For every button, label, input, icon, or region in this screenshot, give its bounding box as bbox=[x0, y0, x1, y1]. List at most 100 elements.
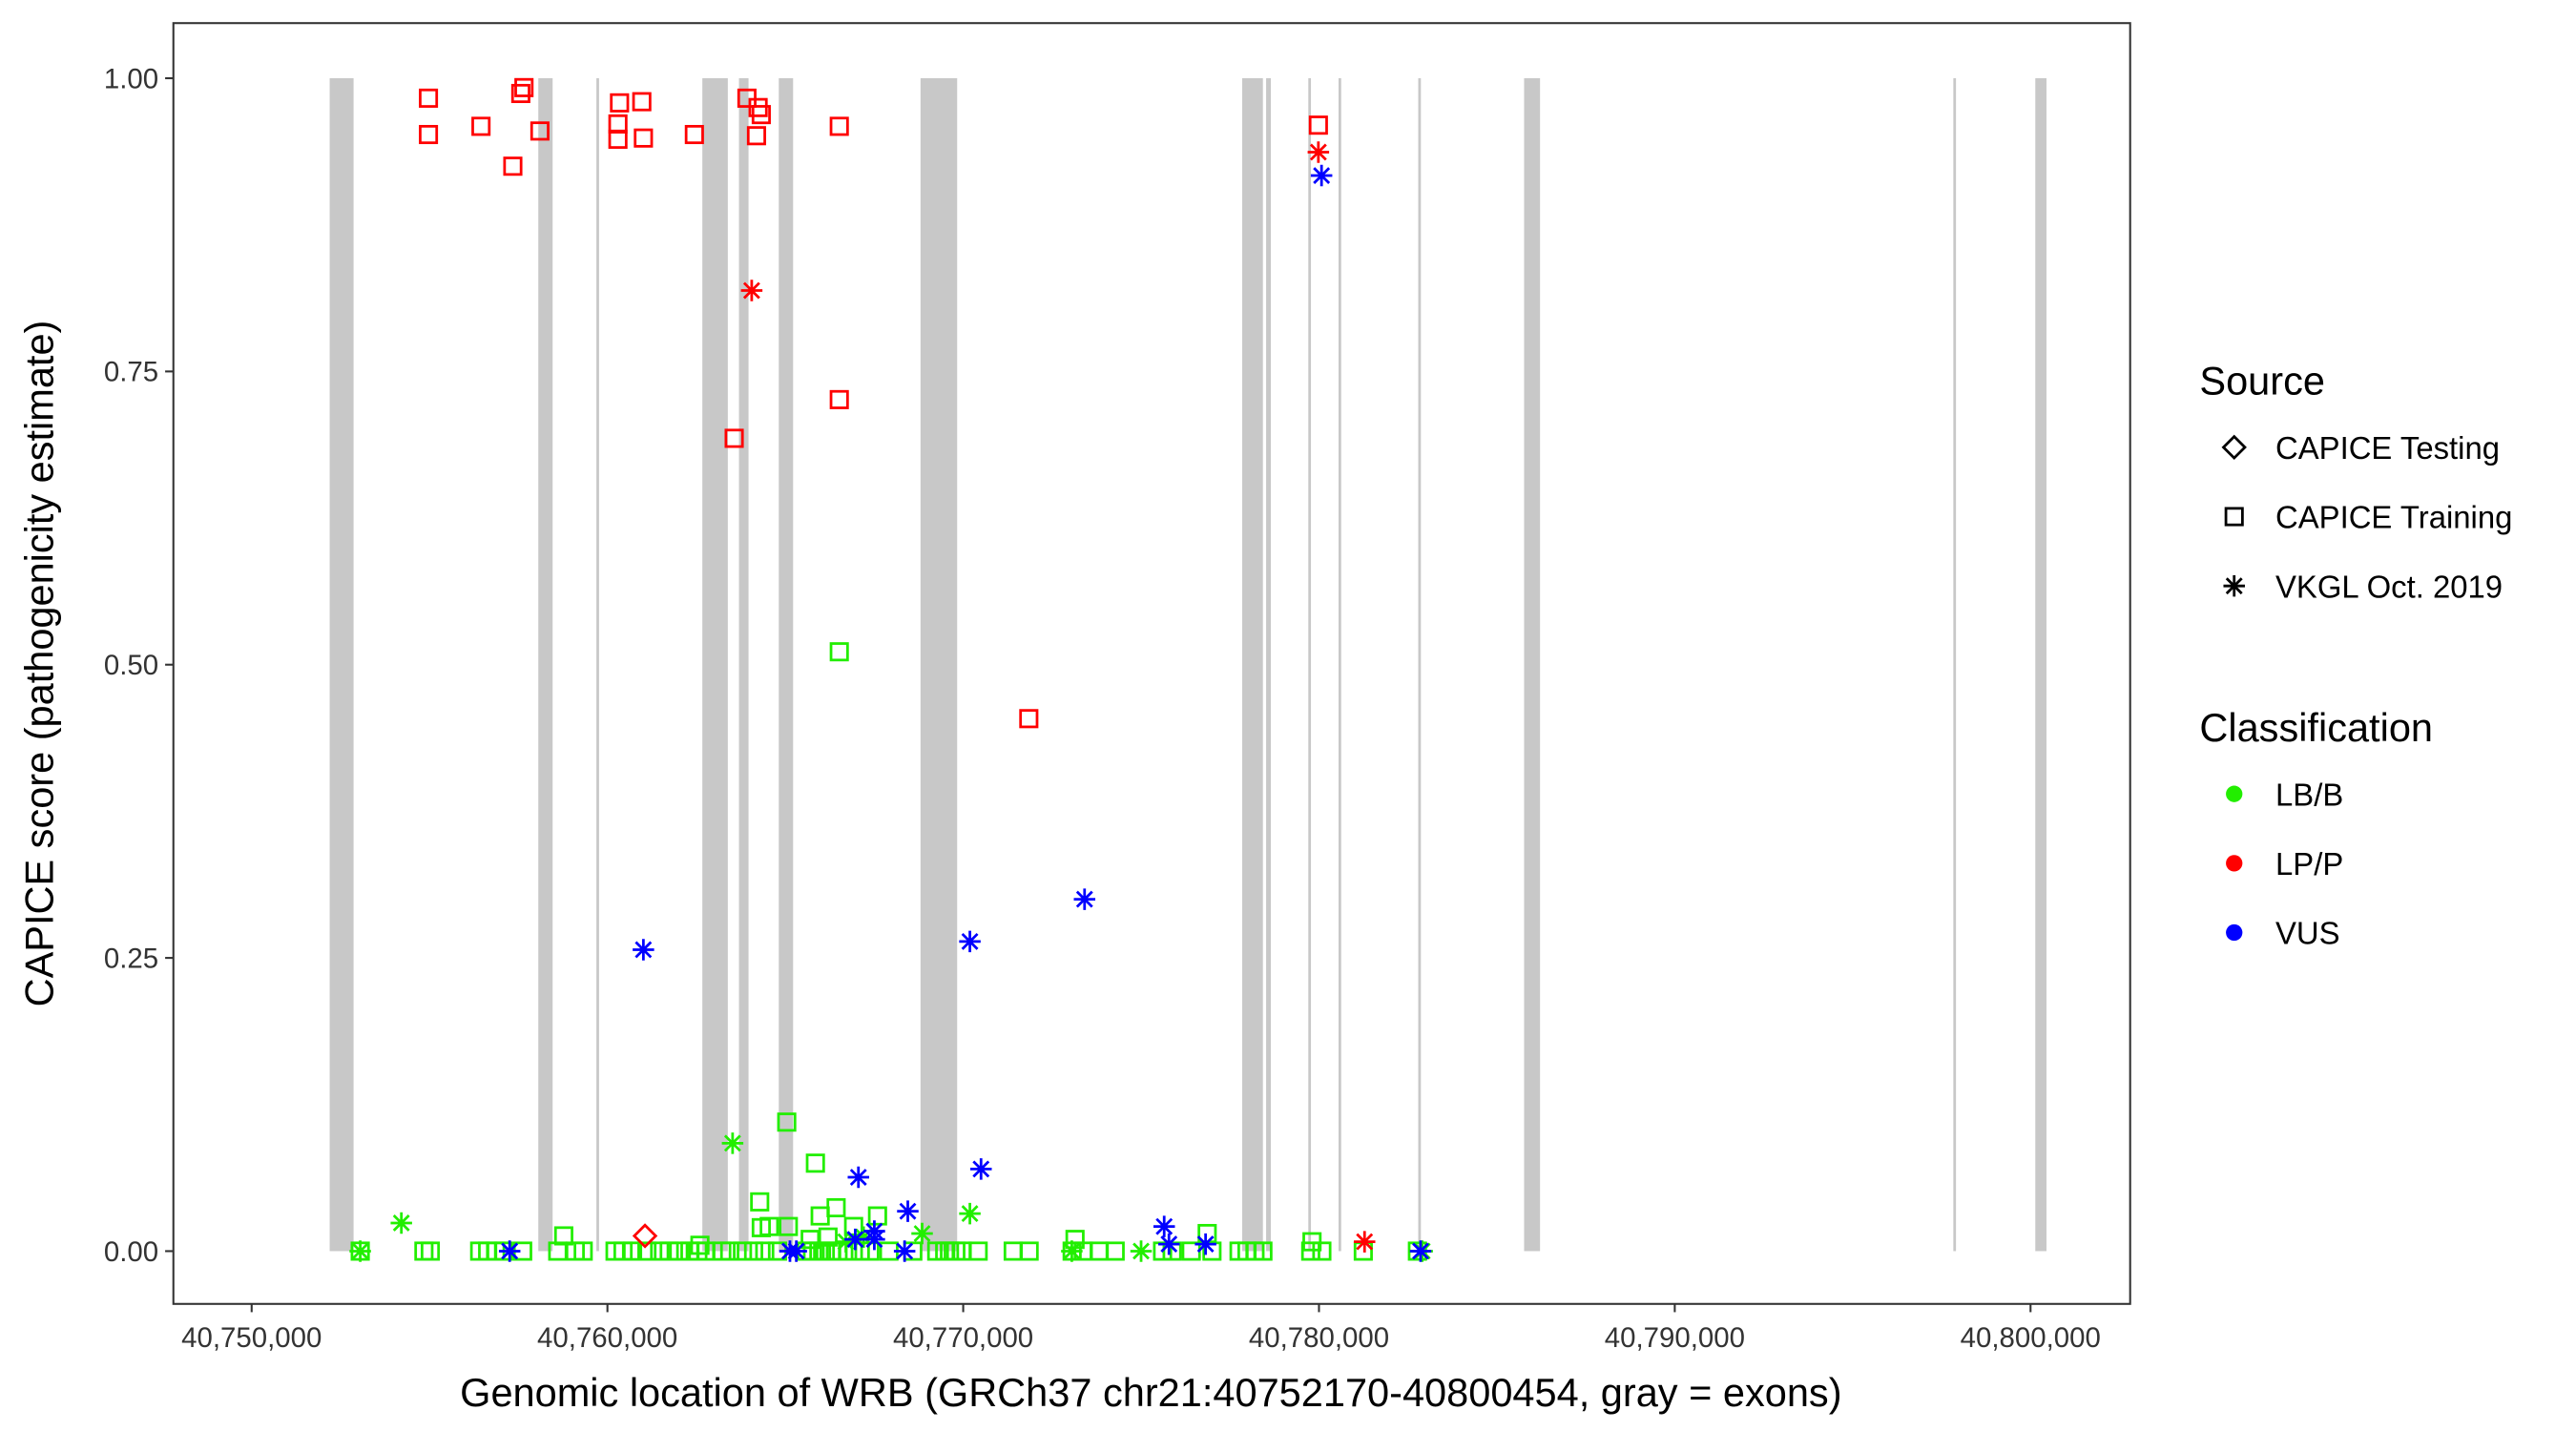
data-point bbox=[959, 1202, 981, 1225]
square-marker bbox=[608, 129, 628, 149]
data-point bbox=[785, 1240, 807, 1262]
legend-class-item-label: VUS bbox=[2275, 916, 2340, 951]
square-marker bbox=[746, 126, 766, 146]
data-point bbox=[777, 1112, 797, 1132]
square-marker bbox=[750, 1192, 770, 1212]
data-point bbox=[610, 93, 630, 113]
square-marker bbox=[514, 77, 534, 97]
exon-band bbox=[779, 78, 794, 1252]
asterisk-marker bbox=[1307, 141, 1330, 163]
data-point bbox=[746, 126, 766, 146]
square-marker bbox=[530, 121, 550, 141]
data-point bbox=[414, 1241, 434, 1261]
x-axis-ticks: 40,750,000 40,760,000 40,770,000 40,780,000… bbox=[181, 1303, 2101, 1354]
legend-source-item-label: CAPICE Testing bbox=[2275, 430, 2500, 466]
data-point bbox=[1090, 1241, 1110, 1261]
data-point bbox=[632, 92, 652, 112]
data-point bbox=[829, 389, 849, 409]
plot-panel-border bbox=[172, 22, 2131, 1305]
legend-asterisk-icon bbox=[2223, 574, 2245, 597]
data-point bbox=[743, 1241, 763, 1261]
data-point bbox=[1300, 1241, 1320, 1261]
y-tick-label: 0.25 bbox=[104, 943, 158, 974]
data-point bbox=[863, 1228, 885, 1251]
legend-source-title: Source bbox=[2199, 359, 2325, 404]
asterisk-marker bbox=[863, 1228, 885, 1251]
data-point bbox=[1312, 1241, 1332, 1261]
data-point bbox=[633, 939, 654, 961]
exon-band bbox=[1308, 78, 1312, 1252]
diamond-marker bbox=[632, 1223, 658, 1249]
data-point bbox=[751, 105, 771, 125]
data-point bbox=[721, 1132, 744, 1154]
data-point bbox=[911, 1222, 933, 1245]
asterisk-marker bbox=[852, 1226, 875, 1248]
y-axis-title: CAPICE score (pathogenicity estimate) bbox=[16, 321, 61, 1007]
y-tick-label: 1.00 bbox=[104, 63, 158, 94]
square-marker bbox=[610, 93, 630, 113]
exon-band bbox=[2035, 78, 2046, 1252]
data-point bbox=[852, 1226, 875, 1248]
data-point bbox=[503, 156, 523, 176]
data-point bbox=[959, 930, 981, 953]
data-point bbox=[835, 1231, 857, 1253]
square-marker bbox=[719, 1241, 739, 1261]
asterisk-marker bbox=[785, 1240, 807, 1262]
data-point bbox=[510, 83, 530, 104]
data-point bbox=[420, 1241, 441, 1261]
asterisk-marker bbox=[1409, 1240, 1432, 1262]
asterisk-marker bbox=[959, 1202, 981, 1225]
data-point bbox=[530, 121, 550, 141]
square-marker bbox=[1308, 115, 1328, 135]
data-point bbox=[1353, 1231, 1376, 1253]
asterisk-marker bbox=[498, 1240, 521, 1262]
data-point bbox=[1195, 1233, 1216, 1255]
exon-band bbox=[702, 78, 728, 1252]
exon-band bbox=[1418, 78, 1422, 1252]
data-point bbox=[829, 116, 849, 136]
square-marker bbox=[829, 389, 849, 409]
y-tick-label: 0.00 bbox=[104, 1236, 158, 1268]
square-marker bbox=[419, 124, 439, 145]
legend-source-item-label: VKGL Oct. 2019 bbox=[2275, 569, 2503, 604]
asterisk-marker bbox=[1153, 1215, 1175, 1237]
asterisk-marker bbox=[740, 280, 763, 301]
exon-bands bbox=[329, 78, 2046, 1252]
square-marker bbox=[1105, 1241, 1125, 1261]
exon-band bbox=[1242, 78, 1263, 1252]
legend-class-item-label: LB/B bbox=[2275, 777, 2343, 812]
square-marker bbox=[1312, 1241, 1332, 1261]
square-marker bbox=[968, 1241, 988, 1261]
legend-dot-icon bbox=[2226, 923, 2243, 942]
asterisk-marker bbox=[959, 930, 981, 953]
data-point bbox=[805, 1153, 825, 1173]
data-point bbox=[1310, 164, 1333, 187]
data-point bbox=[390, 1212, 412, 1234]
x-tick-label: 40,750,000 bbox=[181, 1322, 322, 1354]
asterisk-marker bbox=[1353, 1231, 1376, 1253]
square-marker bbox=[829, 116, 849, 136]
data-point bbox=[1308, 115, 1328, 135]
asterisk-marker bbox=[844, 1228, 866, 1251]
data-point bbox=[810, 1206, 830, 1226]
legend-classification-title: Classification bbox=[2199, 705, 2433, 750]
exon-band bbox=[920, 78, 958, 1252]
data-points bbox=[349, 77, 1433, 1262]
square-marker bbox=[669, 1241, 689, 1261]
exon-band bbox=[1953, 78, 1957, 1252]
asterisk-marker bbox=[1310, 164, 1333, 187]
exon-band bbox=[738, 78, 749, 1252]
x-axis-title: Genomic location of WRB (GRCh37 chr21:40… bbox=[460, 1370, 1841, 1415]
data-point bbox=[1105, 1241, 1125, 1261]
data-point bbox=[829, 642, 849, 662]
exon-band bbox=[329, 78, 354, 1252]
data-point bbox=[826, 1197, 846, 1218]
square-marker bbox=[1003, 1241, 1024, 1261]
data-point bbox=[669, 1241, 689, 1261]
data-point bbox=[514, 77, 534, 97]
square-marker bbox=[759, 1216, 779, 1236]
asterisk-marker bbox=[893, 1240, 916, 1262]
square-marker bbox=[733, 1241, 753, 1261]
square-marker bbox=[867, 1206, 887, 1226]
